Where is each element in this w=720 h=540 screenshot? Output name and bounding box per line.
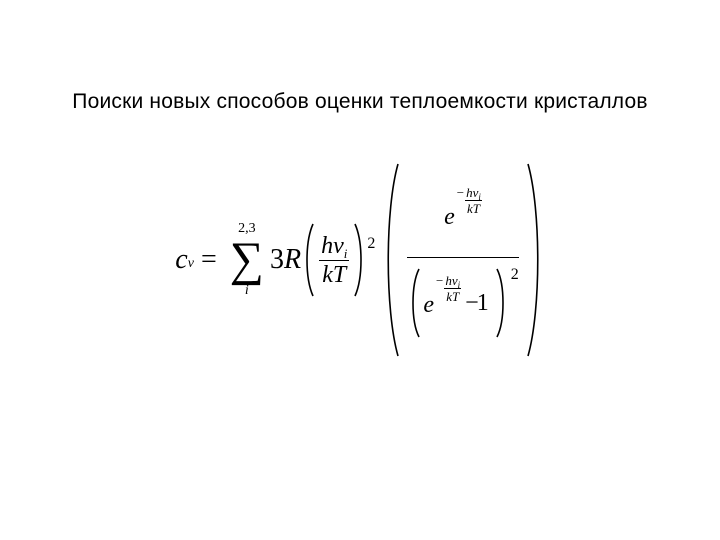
lparen-big-icon bbox=[381, 160, 403, 360]
nu: ν bbox=[333, 233, 344, 259]
denominator: e − hνi kT − 1 bbox=[407, 264, 518, 342]
rparen-den-icon bbox=[493, 267, 509, 339]
numerator: e − hνi kT bbox=[444, 179, 482, 251]
heat-capacity-formula: c v = 2,3 ∑ i 3 R hνi bbox=[0, 160, 720, 360]
lhs-c: c bbox=[175, 244, 187, 276]
nu-sub-i: i bbox=[344, 246, 348, 261]
gas-constant-R: R bbox=[284, 244, 301, 276]
rparen-big-icon bbox=[523, 160, 545, 360]
sum-lower: i bbox=[245, 284, 249, 298]
sigma-symbol: ∑ bbox=[230, 238, 264, 281]
exp-denominator: e − hνi kT bbox=[423, 288, 461, 317]
equals-sign: = bbox=[201, 244, 217, 276]
boltzmann-k: k bbox=[322, 262, 333, 288]
summation: 2,3 ∑ i bbox=[230, 222, 264, 297]
page-title: Поиски новых способов оценки теплоемкост… bbox=[0, 90, 720, 114]
rparen-small-icon bbox=[351, 222, 367, 298]
planck-h: h bbox=[321, 233, 333, 259]
minus-1: − bbox=[457, 186, 464, 199]
square-exponent-1: 2 bbox=[367, 235, 375, 253]
coef-3: 3 bbox=[270, 244, 284, 276]
frac-hnu-over-kT: hνi kT bbox=[319, 234, 349, 287]
e-1: e bbox=[444, 205, 455, 229]
big-fraction: e − hνi kT bbox=[407, 179, 518, 342]
minus-2: − bbox=[436, 274, 443, 287]
lhs-sub-v: v bbox=[188, 256, 194, 272]
lparen-small-icon bbox=[301, 222, 317, 298]
lparen-den-icon bbox=[407, 267, 423, 339]
T-exp-1: T bbox=[473, 201, 480, 216]
e-2: e bbox=[423, 293, 434, 317]
square-exponent-2: 2 bbox=[511, 267, 519, 283]
exp-numerator: e − hνi kT bbox=[444, 200, 482, 229]
nu-sub-exp-1: i bbox=[478, 192, 481, 202]
T-exp-2: T bbox=[452, 289, 459, 304]
temperature-T: T bbox=[333, 262, 346, 288]
nu-sub-exp-2: i bbox=[458, 280, 461, 290]
nu-exp-2: ν bbox=[452, 273, 458, 288]
one: 1 bbox=[477, 291, 489, 315]
